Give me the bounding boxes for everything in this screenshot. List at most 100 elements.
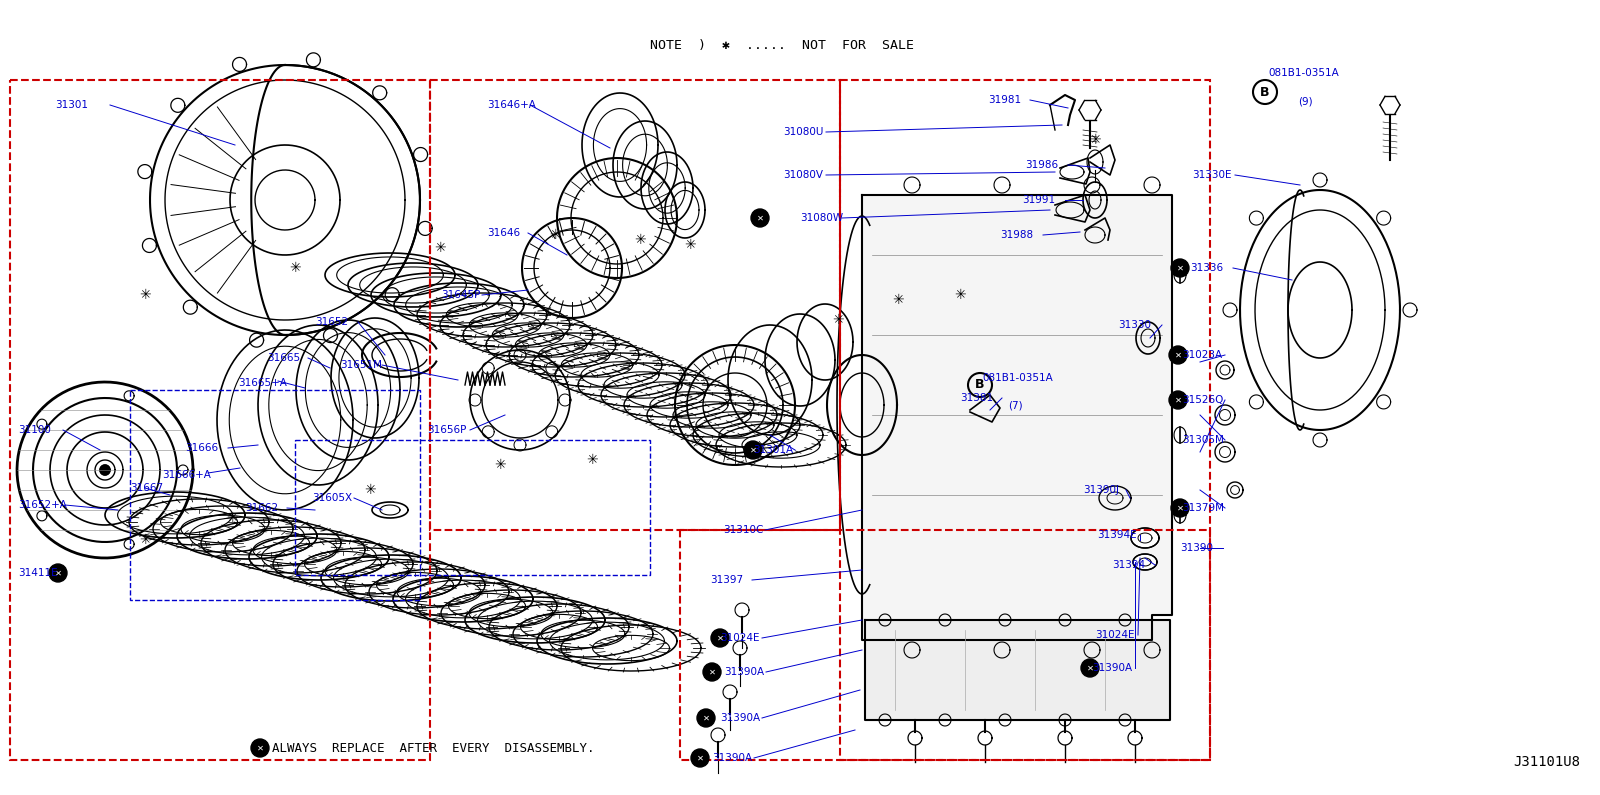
Text: ✳: ✳ xyxy=(954,288,966,302)
Text: ✕: ✕ xyxy=(757,214,763,223)
Circle shape xyxy=(1170,346,1187,364)
Text: 31080U: 31080U xyxy=(782,127,824,137)
Polygon shape xyxy=(862,195,1171,640)
Circle shape xyxy=(744,441,762,459)
Circle shape xyxy=(750,209,770,227)
Circle shape xyxy=(1082,659,1099,677)
Polygon shape xyxy=(1133,554,1157,570)
Text: 31390A: 31390A xyxy=(723,667,765,677)
Text: 31301: 31301 xyxy=(54,100,88,110)
Text: 31646+A: 31646+A xyxy=(486,100,536,110)
Text: 31411E: 31411E xyxy=(18,568,58,578)
Text: ✕: ✕ xyxy=(702,713,709,723)
Text: ✕: ✕ xyxy=(1174,395,1181,405)
Text: ✳: ✳ xyxy=(685,238,696,252)
Circle shape xyxy=(251,739,269,757)
Text: 31652+A: 31652+A xyxy=(18,500,67,510)
Text: 081B1-0351A: 081B1-0351A xyxy=(982,373,1053,383)
Text: ✳: ✳ xyxy=(832,313,843,327)
Circle shape xyxy=(698,709,715,727)
Bar xyxy=(10,80,430,760)
Text: 31024E: 31024E xyxy=(1094,630,1134,640)
Text: B: B xyxy=(976,378,984,391)
Text: 31023A: 31023A xyxy=(1182,350,1222,360)
Text: 31390J: 31390J xyxy=(1083,485,1118,495)
Text: 31301A: 31301A xyxy=(754,445,794,455)
Text: ✳: ✳ xyxy=(139,288,150,302)
Text: ALWAYS  REPLACE  AFTER  EVERY  DISASSEMBLY.: ALWAYS REPLACE AFTER EVERY DISASSEMBLY. xyxy=(272,742,595,754)
Text: ✕: ✕ xyxy=(1176,503,1184,513)
Polygon shape xyxy=(797,304,853,380)
Text: ✳: ✳ xyxy=(226,511,238,525)
Circle shape xyxy=(1171,259,1189,277)
Text: ✳: ✳ xyxy=(494,458,506,472)
Text: ✳: ✳ xyxy=(365,483,376,497)
Text: 31080V: 31080V xyxy=(782,170,822,180)
Bar xyxy=(680,530,1210,760)
Text: 31024E: 31024E xyxy=(720,633,760,643)
Text: 31651M: 31651M xyxy=(339,360,382,370)
Text: 31397: 31397 xyxy=(710,575,742,585)
Text: 31988: 31988 xyxy=(1000,230,1034,240)
Circle shape xyxy=(1171,499,1189,517)
Text: ✳: ✳ xyxy=(290,261,301,275)
Text: ✳: ✳ xyxy=(434,241,446,255)
Text: (9): (9) xyxy=(1298,97,1312,107)
Text: 31662: 31662 xyxy=(245,503,278,513)
Text: 31645P: 31645P xyxy=(442,290,480,300)
Circle shape xyxy=(702,663,722,681)
Text: 31336: 31336 xyxy=(1190,263,1222,273)
Polygon shape xyxy=(765,314,835,406)
Text: 31379M: 31379M xyxy=(1182,503,1224,513)
Polygon shape xyxy=(642,152,693,224)
Text: NOTE  )  ✱  .....  NOT  FOR  SALE: NOTE ) ✱ ..... NOT FOR SALE xyxy=(650,38,914,52)
Text: 31390: 31390 xyxy=(1181,543,1213,553)
Bar xyxy=(430,80,840,530)
Text: 31981: 31981 xyxy=(989,95,1021,105)
Circle shape xyxy=(710,629,730,647)
Text: ✕: ✕ xyxy=(54,568,61,577)
Circle shape xyxy=(691,749,709,767)
Text: 31390A: 31390A xyxy=(1091,663,1133,673)
Bar xyxy=(130,390,419,600)
Text: ✳: ✳ xyxy=(893,293,904,307)
Text: J31101U8: J31101U8 xyxy=(1514,755,1581,769)
Text: ✕: ✕ xyxy=(256,743,264,753)
Polygon shape xyxy=(666,182,706,238)
Text: ✕: ✕ xyxy=(749,445,757,455)
Text: 081B1-0351A: 081B1-0351A xyxy=(1267,68,1339,78)
Text: 31330: 31330 xyxy=(1118,320,1150,330)
Text: ✳: ✳ xyxy=(634,233,646,247)
Text: 31100: 31100 xyxy=(18,425,51,435)
Text: 31666: 31666 xyxy=(186,443,218,453)
Text: 31665+A: 31665+A xyxy=(238,378,286,388)
Text: ✳: ✳ xyxy=(549,228,562,242)
Text: 31656P: 31656P xyxy=(427,425,466,435)
Text: 31605X: 31605X xyxy=(312,493,352,503)
Bar xyxy=(840,80,1210,760)
Text: 31390A: 31390A xyxy=(712,753,752,763)
Text: 31381: 31381 xyxy=(960,393,994,403)
Text: 31667: 31667 xyxy=(130,483,163,493)
Bar xyxy=(294,440,650,575)
Text: 31665: 31665 xyxy=(267,353,301,363)
Text: ✕: ✕ xyxy=(1176,263,1184,273)
Text: 31305M: 31305M xyxy=(1182,435,1224,445)
Text: ✳: ✳ xyxy=(139,533,150,547)
Text: ✳: ✳ xyxy=(586,453,598,467)
Text: 31652: 31652 xyxy=(315,317,349,327)
Text: 31666+A: 31666+A xyxy=(162,470,211,480)
Text: 31394: 31394 xyxy=(1112,560,1146,570)
Circle shape xyxy=(1170,391,1187,409)
Text: 31310C: 31310C xyxy=(723,525,763,535)
Text: ✕: ✕ xyxy=(696,754,704,762)
Text: 31394E: 31394E xyxy=(1098,530,1136,540)
Polygon shape xyxy=(728,325,813,435)
Text: ✳: ✳ xyxy=(1090,133,1101,147)
Circle shape xyxy=(50,564,67,582)
Text: 31991: 31991 xyxy=(1022,195,1054,205)
Text: ✕: ✕ xyxy=(709,668,715,677)
Text: 31646: 31646 xyxy=(486,228,520,238)
Text: (7): (7) xyxy=(1008,400,1022,410)
Polygon shape xyxy=(1131,528,1158,548)
